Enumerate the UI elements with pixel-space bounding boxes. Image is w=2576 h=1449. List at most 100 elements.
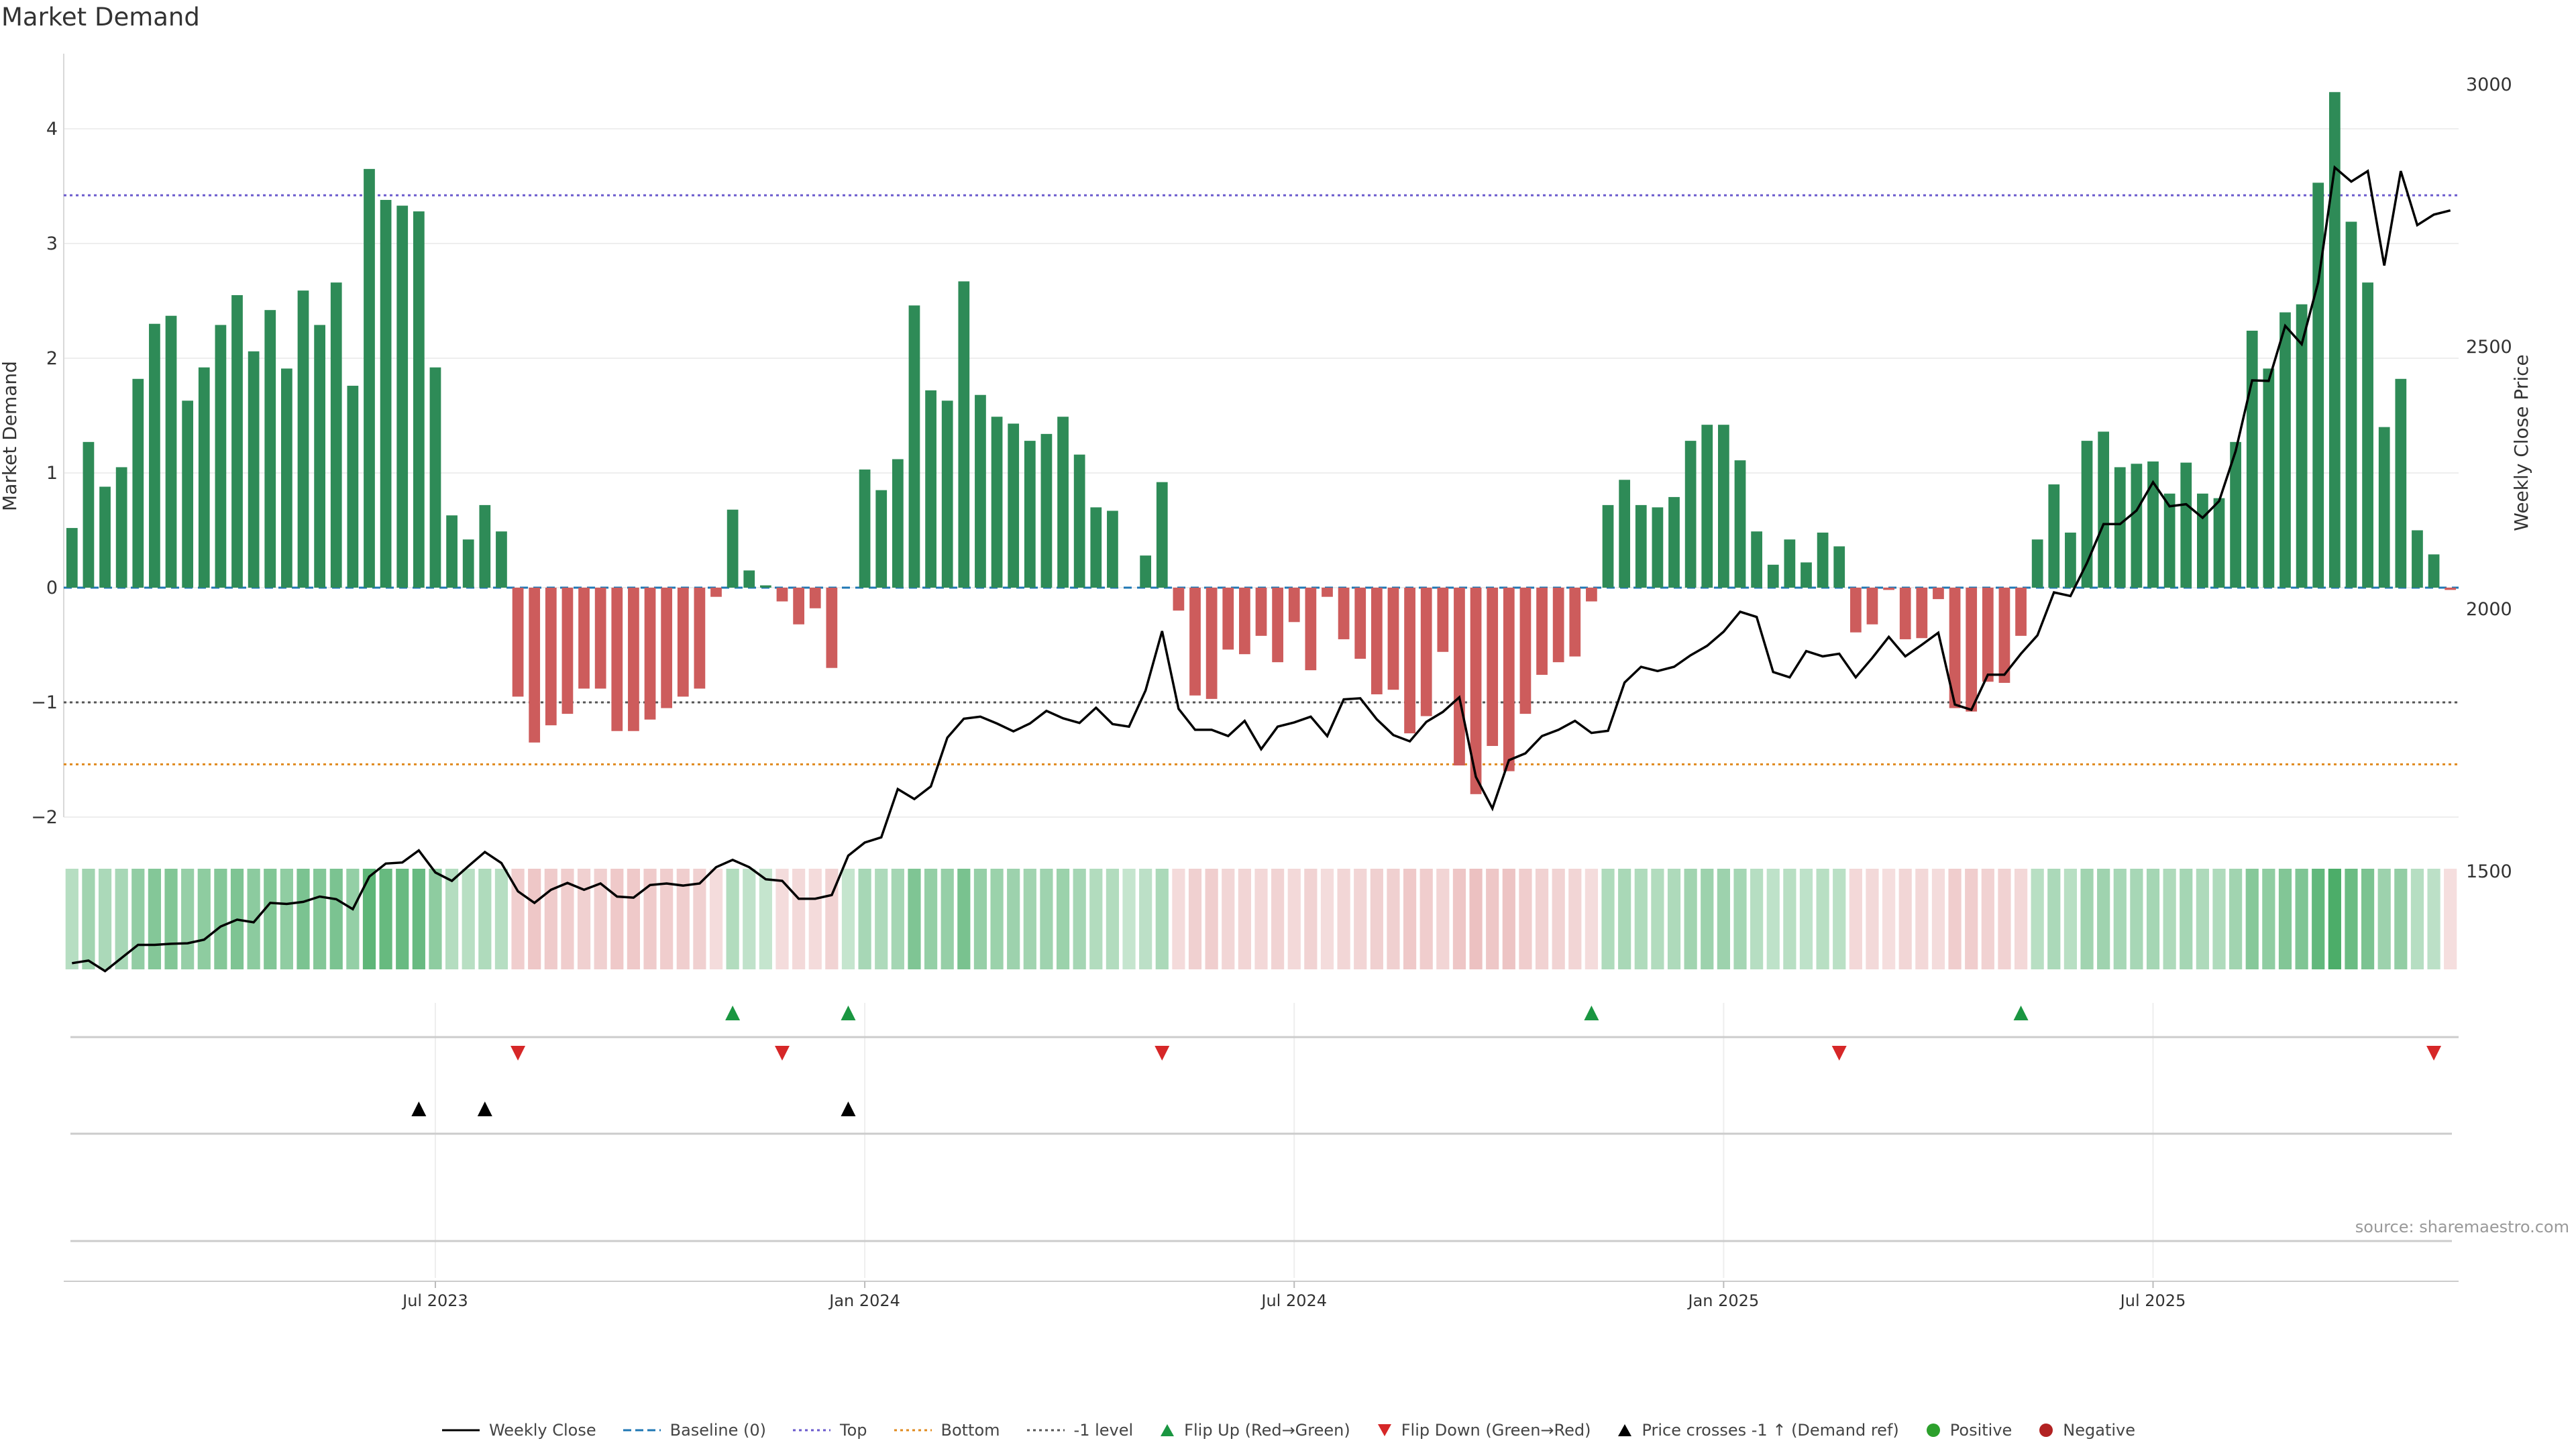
heat-cell (197, 869, 211, 969)
heat-cell (280, 869, 293, 969)
legend-item: Bottom (893, 1421, 1000, 1440)
heat-cell (528, 869, 541, 969)
legend-line-swatch (1026, 1429, 1065, 1432)
demand-bar (1387, 588, 1399, 690)
demand-bar (1173, 588, 1185, 611)
demand-bar (1305, 588, 1317, 671)
demand-bar (1008, 423, 1020, 588)
demand-bar (330, 282, 342, 588)
demand-bar (1487, 588, 1499, 746)
heat-cell (494, 869, 508, 969)
heat-cell (1948, 869, 1962, 969)
weekly-close-line (72, 165, 2451, 973)
demand-bar (1899, 588, 1911, 639)
demand-bar (1668, 496, 1680, 588)
y-tick-label: 4 (46, 119, 58, 140)
heat-cell (247, 869, 260, 969)
demand-bar (2378, 427, 2390, 588)
heat-cell (875, 869, 888, 969)
y-tick-label: −1 (31, 692, 58, 713)
heat-cell (1667, 869, 1681, 969)
demand-bar (1619, 480, 1631, 588)
heat-cell (825, 869, 839, 969)
demand-bar (975, 394, 986, 588)
demand-bar (165, 315, 177, 588)
demand-bar (793, 588, 804, 625)
demand-bar (1437, 588, 1449, 652)
demand-bar (661, 588, 673, 708)
legend-dot-swatch (1926, 1424, 1940, 1437)
demand-bar (925, 390, 936, 588)
heat-cell (973, 869, 987, 969)
demand-bar (1817, 532, 1829, 588)
heat-cell (2444, 869, 2457, 969)
heat-cell (2262, 869, 2275, 969)
heat-cell (2196, 869, 2209, 969)
demand-bar (2445, 588, 2457, 590)
demand-bar (446, 515, 458, 588)
demand-bar (611, 588, 623, 731)
legend-item: Weekly Close (441, 1421, 596, 1440)
heat-cell (1915, 869, 1929, 969)
legend-item: Flip Down (Green→Red) (1376, 1421, 1591, 1440)
demand-bar (2180, 462, 2192, 588)
demand-bar (149, 323, 160, 588)
heat-cell (1552, 869, 1565, 969)
demand-bar (264, 310, 276, 588)
demand-bar (760, 585, 771, 588)
demand-bar (1751, 531, 1762, 588)
heat-cell (1271, 869, 1285, 969)
demand-bar (2345, 221, 2357, 588)
demand-bar (1189, 588, 1201, 696)
heat-cell (775, 869, 789, 969)
heat-cell (2113, 869, 2127, 969)
demand-bar (1734, 460, 1746, 588)
demand-bar (1404, 588, 1415, 734)
heat-cell (329, 869, 343, 969)
demand-bar (1586, 588, 1597, 602)
demand-bar (2031, 539, 2043, 588)
demand-bar (1354, 588, 1366, 659)
heat-cell (412, 869, 425, 969)
demand-bar (1454, 588, 1465, 766)
y-tick-label: 1 (46, 463, 58, 484)
demand-bar (1420, 588, 1432, 716)
demand-bar (1024, 441, 1036, 588)
heat-cell (2229, 869, 2243, 969)
heat-cell (1965, 869, 1978, 969)
heat-cell (148, 869, 162, 969)
legend-label: Price crosses -1 ↑ (Demand ref) (1642, 1421, 1899, 1440)
demand-bar (380, 200, 392, 588)
flip-up-marker (1584, 1006, 1599, 1020)
demand-bar (1338, 588, 1350, 639)
demand-bar (1205, 588, 1218, 699)
demand-bar (396, 205, 409, 588)
demand-bar (281, 368, 292, 588)
axes (63, 54, 2459, 1282)
heat-cell (1486, 869, 1499, 969)
flip-up-marker (2013, 1006, 2029, 1020)
heat-cell (164, 869, 178, 969)
heat-cell (1981, 869, 1994, 969)
demand-bar (99, 486, 111, 588)
heat-cell (594, 869, 607, 969)
heat-cell (709, 869, 723, 969)
legend-triangle-swatch (1618, 1424, 1632, 1436)
heat-cell (1188, 869, 1202, 969)
legend-label: -1 level (1073, 1421, 1134, 1440)
heat-cell (2146, 869, 2160, 969)
heat-cell (1023, 869, 1036, 969)
demand-bar (1239, 588, 1250, 655)
legend-line-swatch (894, 1429, 932, 1432)
demand-bar (991, 417, 1003, 588)
flip-down-marker (1155, 1046, 1170, 1061)
demand-bar (941, 400, 953, 588)
heat-cell (1056, 869, 1070, 969)
heat-cell (891, 869, 904, 969)
demand-bar (297, 290, 309, 588)
heat-cell (1172, 869, 1185, 969)
legend-label: Bottom (941, 1421, 1000, 1440)
demand-bar (578, 588, 590, 689)
